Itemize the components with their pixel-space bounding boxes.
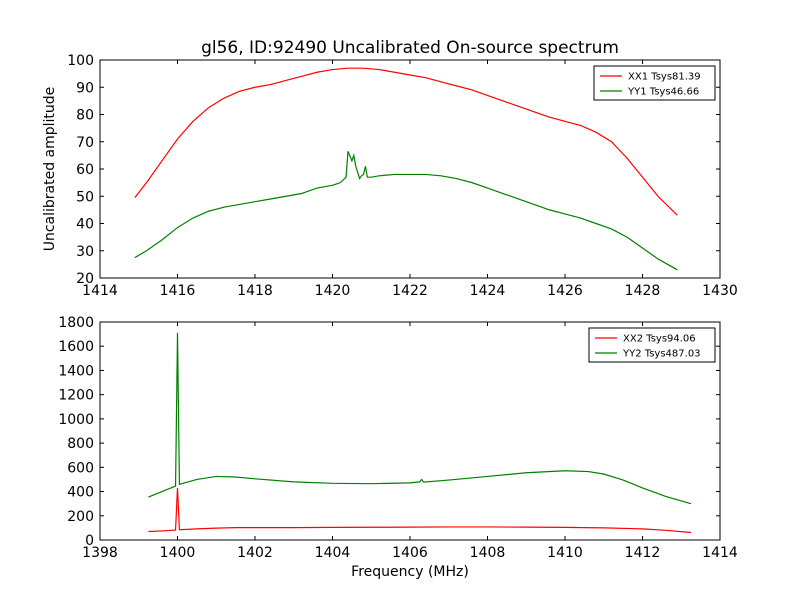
bottom-plot-y-tick-label: 0 — [85, 533, 94, 549]
bottom-plot-x-tick-label: 1404 — [315, 545, 351, 561]
bottom-plot: Frequency (MHz) 1398 1400 1402 1404 1406 1408… — [58, 315, 738, 580]
top-plot-x-tick-label: 1430 — [702, 283, 738, 299]
top-plot-series-line-1 — [134, 67, 678, 216]
top-plot-y-tick-label: 40 — [76, 217, 94, 233]
bottom-plot-x-tick-label: 1410 — [547, 545, 583, 561]
bottom-plot-x-axis-label: Frequency (MHz) — [351, 564, 469, 580]
top-plot-y-tick-label: 90 — [76, 80, 94, 96]
bottom-plot-y-tick-label: 1800 — [58, 315, 94, 331]
bottom-plot-y-tick-label: 200 — [67, 509, 94, 525]
bottom-plot-x-tick-label: 1398 — [82, 545, 118, 561]
bottom-plot-x-tick-label: 1400 — [160, 545, 196, 561]
bottom-plot-series-line-1 — [148, 487, 691, 534]
bottom-plot-series-line-2 — [148, 332, 692, 505]
top-plot-series-line-2 — [134, 151, 678, 271]
top-plot-y-tick-label: 20 — [76, 271, 94, 287]
top-plot-y-tick-label: 60 — [76, 162, 94, 178]
top-plot-x-tick-label: 1426 — [547, 283, 583, 299]
bottom-plot-y-tick-label: 1200 — [58, 388, 94, 404]
top-plot-x-tick-label: 1416 — [160, 283, 196, 299]
top-plot-x-tick-label: 1428 — [625, 283, 661, 299]
top-plot-x-tick-label: 1424 — [470, 283, 506, 299]
figure-title: gl56, ID:92490 Uncalibrated On-source sp… — [201, 38, 619, 58]
bottom-plot-legend-label: YY2 Tsys487.03 — [622, 349, 701, 360]
top-plot-x-tick-label: 1414 — [82, 283, 118, 299]
top-plot-y-tick-label: 70 — [76, 135, 94, 151]
bottom-plot-x-tick-label: 1412 — [625, 545, 661, 561]
bottom-plot-x-tick-label: 1408 — [470, 545, 506, 561]
top-plot-legend-label: YY1 Tsys46.66 — [627, 87, 699, 98]
top-plot-x-tick-label: 1422 — [392, 283, 428, 299]
bottom-plot-y-tick-label: 1400 — [58, 363, 94, 379]
top-plot-legend-box — [593, 65, 716, 101]
bottom-plot-legend-box — [588, 327, 716, 363]
top-plot-y-tick-label: 80 — [76, 108, 94, 124]
bottom-plot-y-tick-label: 1000 — [58, 412, 94, 428]
top-plot-y-tick-label: 50 — [76, 189, 94, 205]
top-plot: Uncalibrated amplitude 1414 1416 1418 1420 1… — [42, 53, 738, 299]
bottom-plot-legend-label: XX2 Tsys94.06 — [623, 334, 696, 345]
bottom-plot-y-tick-label: 600 — [67, 460, 94, 476]
top-plot-legend-label: XX1 Tsys81.39 — [628, 72, 701, 83]
top-plot-y-axis-label: Uncalibrated amplitude — [42, 87, 58, 252]
bottom-plot-x-tick-label: 1406 — [392, 545, 428, 561]
bottom-plot-y-tick-label: 1600 — [58, 339, 94, 355]
bottom-plot-y-tick-label: 400 — [67, 485, 94, 501]
bottom-plot-x-tick-label: 1402 — [237, 545, 273, 561]
top-plot-x-tick-label: 1420 — [315, 283, 351, 299]
top-plot-y-tick-label: 100 — [67, 53, 94, 69]
bottom-plot-y-tick-label: 800 — [67, 436, 94, 452]
bottom-plot-x-tick-label: 1414 — [702, 545, 738, 561]
top-plot-x-tick-label: 1418 — [237, 283, 273, 299]
top-plot-y-tick-label: 30 — [76, 244, 94, 260]
